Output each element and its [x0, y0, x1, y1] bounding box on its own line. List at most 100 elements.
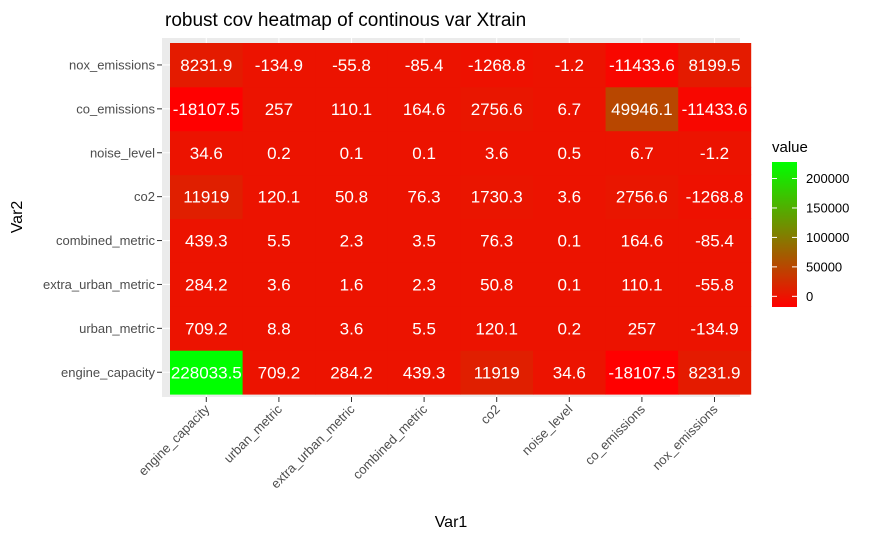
- heatmap-cell: [605, 130, 679, 176]
- heatmap-cell: [315, 86, 389, 132]
- x-tick-label: noise_level: [519, 401, 576, 458]
- y-tick-label: nox_emissions: [69, 57, 155, 72]
- legend-ticks: 0 50000 100000 150000 200000: [772, 171, 849, 304]
- heatmap-cell: [533, 86, 606, 132]
- heatmap-cell: [678, 43, 752, 88]
- y-tick-label: co_emissions: [76, 101, 155, 116]
- heatmap-cell: [605, 306, 679, 351]
- heatmap-cell: [605, 218, 679, 263]
- heatmap-cell: [242, 218, 316, 263]
- heatmap-cell: [242, 350, 316, 395]
- cell-value-label: 284.2: [185, 275, 228, 294]
- cell-value-label: -11433.6: [682, 100, 748, 119]
- cell-value-label: 5.5: [412, 319, 436, 338]
- heatmap-cell: [678, 130, 752, 176]
- heatmap-cell: [387, 350, 461, 395]
- heatmap-cell: [605, 350, 679, 395]
- cell-value-label: 164.6: [621, 232, 664, 251]
- cell-value-label: 2756.6: [616, 188, 668, 207]
- cell-value-label: 8231.9: [180, 56, 232, 75]
- cell-value-label: 110.1: [621, 275, 662, 294]
- x-tick-label: nox_emissions: [649, 401, 721, 473]
- heatmap-cell: [533, 130, 606, 176]
- heatmap-cell: [533, 262, 606, 307]
- heatmap-cell: [170, 262, 243, 307]
- heatmap-cell: [315, 350, 389, 395]
- heatmap-cell: [387, 306, 461, 351]
- cell-value-label: 284.2: [330, 363, 373, 382]
- cell-value-label: 257: [628, 319, 656, 338]
- cell-value-label: 3.6: [485, 144, 509, 163]
- legend-colorbar: [772, 162, 797, 307]
- heatmap-cell: [387, 130, 461, 176]
- heatmap-cell: [533, 218, 606, 263]
- cell-value-label: 3.6: [267, 275, 291, 294]
- cell-value-label: 3.6: [340, 319, 364, 338]
- heatmap-cell: [533, 306, 606, 351]
- heatmap-cell: [315, 306, 389, 351]
- cell-value-label: 8199.5: [689, 56, 741, 75]
- heatmap-cell: [460, 43, 534, 88]
- heatmap-cell: [170, 86, 243, 132]
- y-tick-label: extra_urban_metric: [43, 277, 155, 292]
- heatmap-cell: [387, 43, 461, 88]
- cell-value-label: 709.2: [258, 363, 301, 382]
- heatmap-cells: [170, 43, 752, 395]
- heatmap-cell: [315, 218, 389, 263]
- y-axis-title: Var2: [9, 201, 26, 234]
- cell-value-labels: 228033.5 709.2 284.2 439.3 11919 34.6 -18107.5…: [171, 56, 748, 382]
- cell-value-label: -85.4: [405, 56, 444, 75]
- cell-value-label: 0.2: [267, 144, 291, 163]
- heatmap-cell: [315, 262, 389, 307]
- heatmap-cell: [533, 174, 606, 219]
- x-tick-label: co_emissions: [582, 401, 649, 468]
- heatmap-cell: [678, 174, 752, 219]
- cell-value-label: 0.1: [340, 144, 364, 163]
- heatmap-cell: [605, 262, 679, 307]
- cell-value-label: 34.6: [190, 144, 223, 163]
- cell-value-label: 49946.1: [611, 100, 672, 119]
- cell-value-label: 0.2: [557, 319, 581, 338]
- y-tick-label: co2: [134, 189, 155, 204]
- cell-value-label: 3.5: [412, 232, 436, 251]
- heatmap-cell: [605, 43, 679, 88]
- heatmap-cell: [460, 350, 534, 395]
- legend-tick-label: 200000: [806, 171, 849, 186]
- cell-value-label: -18107.5: [608, 363, 675, 382]
- y-tick-label: noise_level: [90, 145, 155, 160]
- cell-value-label: 76.3: [480, 232, 513, 251]
- y-axis-ticks: engine_capacity urban_metric extra_urban_m…: [43, 57, 162, 380]
- cell-value-label: 11919: [474, 363, 520, 382]
- cell-value-label: 11919: [183, 188, 229, 207]
- legend-tick-label: 150000: [806, 200, 849, 215]
- heatmap-cell: [678, 350, 752, 395]
- heatmap-cell: [170, 174, 243, 219]
- cell-value-label: 0.5: [557, 144, 581, 163]
- heatmap-cell: [242, 306, 316, 351]
- cell-value-label: 50.8: [335, 188, 368, 207]
- cell-value-label: -134.9: [690, 319, 738, 338]
- heatmap-cell: [242, 86, 316, 132]
- heatmap-cell: [678, 218, 752, 263]
- cell-value-label: 120.1: [258, 188, 301, 207]
- cell-value-label: 1730.3: [471, 188, 523, 207]
- cell-value-label: 76.3: [408, 188, 441, 207]
- cell-value-label: -1.2: [555, 56, 584, 75]
- heatmap-cell: [605, 86, 679, 132]
- cell-value-label: 228033.5: [171, 363, 242, 382]
- heatmap-cell: [242, 43, 316, 88]
- legend-tick-label: 100000: [806, 230, 849, 245]
- cell-value-label: 34.6: [553, 363, 586, 382]
- cell-value-label: -85.4: [695, 232, 734, 251]
- heatmap-cell: [460, 306, 534, 351]
- x-axis-title: Var1: [435, 514, 468, 531]
- cell-value-label: 439.3: [403, 363, 446, 382]
- cell-value-label: 3.6: [557, 188, 581, 207]
- cell-value-label: 1.6: [340, 275, 364, 294]
- heatmap-cell: [170, 350, 243, 395]
- x-tick-label: engine_capacity: [135, 401, 212, 478]
- cell-value-label: 8231.9: [689, 363, 741, 382]
- x-axis-ticks: engine_capacity urban_metricextra_urban_m…: [135, 397, 721, 491]
- heatmap-cell: [242, 174, 316, 219]
- cell-value-label: -134.9: [255, 56, 303, 75]
